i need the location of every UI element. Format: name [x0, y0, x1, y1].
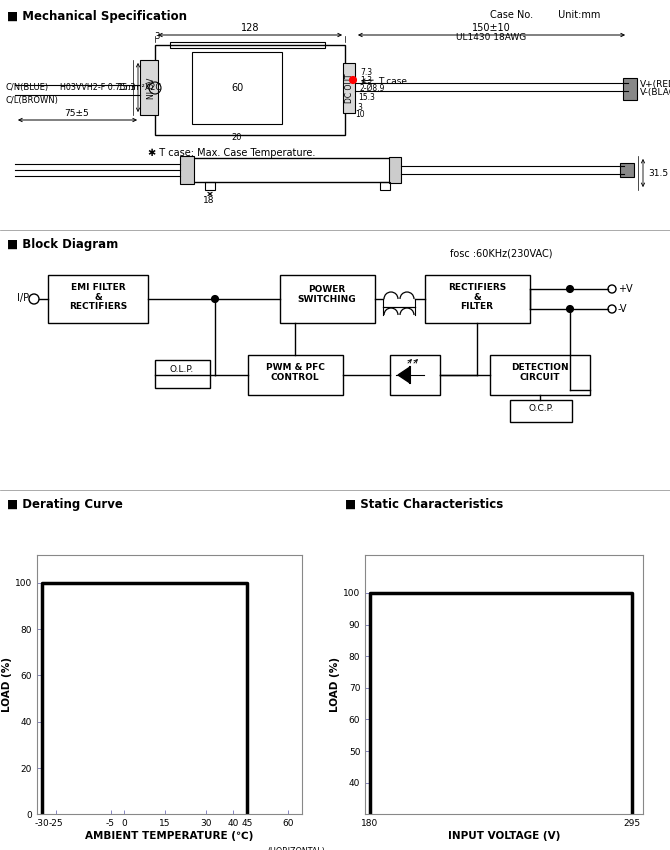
Text: I/P: I/P — [17, 293, 29, 303]
Text: 150±10: 150±10 — [472, 23, 511, 33]
Text: ■ Block Diagram: ■ Block Diagram — [7, 238, 118, 251]
X-axis label: AMBIENT TEMPERATURE (℃): AMBIENT TEMPERATURE (℃) — [85, 831, 253, 841]
Text: SWITCHING: SWITCHING — [297, 295, 356, 304]
Text: 20: 20 — [232, 133, 243, 142]
Text: PWM & PFC: PWM & PFC — [265, 363, 324, 372]
Bar — [205, 182, 215, 190]
Bar — [155, 45, 345, 135]
Text: H03VVH2-F 0.75mm²X2C: H03VVH2-F 0.75mm²X2C — [60, 83, 161, 92]
Y-axis label: LOAD (%): LOAD (%) — [330, 657, 340, 712]
Bar — [425, 275, 530, 323]
Text: RECTIFIERS: RECTIFIERS — [448, 283, 506, 292]
Bar — [170, 42, 325, 48]
Text: 10: 10 — [355, 110, 364, 119]
Text: 1.3: 1.3 — [360, 76, 372, 85]
Text: CIRCUIT: CIRCUIT — [520, 373, 560, 382]
Bar — [620, 163, 634, 177]
Circle shape — [212, 296, 218, 303]
Text: 2-Ø8.9: 2-Ø8.9 — [360, 84, 385, 93]
Text: NI OV: NI OV — [147, 77, 157, 99]
Text: &: & — [473, 293, 481, 302]
Bar — [180, 156, 194, 184]
Text: UL1430 18AWG: UL1430 18AWG — [456, 33, 526, 42]
Text: 128: 128 — [241, 23, 259, 33]
Text: V-(BLACK): V-(BLACK) — [640, 88, 670, 97]
Text: DETECTION: DETECTION — [511, 363, 569, 372]
Text: ■ Static Characteristics: ■ Static Characteristics — [345, 498, 503, 511]
Text: RECTIFIERS: RECTIFIERS — [69, 302, 127, 311]
Text: -V: -V — [618, 304, 628, 314]
Bar — [380, 182, 390, 190]
Text: CONTROL: CONTROL — [271, 373, 320, 382]
Text: fosc :60KHz(230VAC): fosc :60KHz(230VAC) — [450, 248, 553, 258]
Bar — [390, 355, 440, 395]
Bar — [155, 360, 210, 388]
Bar — [248, 355, 343, 395]
Text: C/L(BROWN): C/L(BROWN) — [5, 96, 58, 105]
Text: (HORIZONTAL): (HORIZONTAL) — [267, 847, 325, 850]
Text: 60: 60 — [231, 83, 243, 93]
Bar — [280, 275, 375, 323]
Text: 15.3: 15.3 — [358, 93, 375, 102]
Bar — [389, 157, 401, 183]
Text: V+(RED): V+(RED) — [640, 80, 670, 89]
Text: 75±5: 75±5 — [64, 109, 89, 118]
Polygon shape — [398, 367, 410, 383]
Text: FILTER: FILTER — [460, 302, 494, 311]
Text: EMI FILTER: EMI FILTER — [71, 283, 125, 292]
Text: C/N(BLUE): C/N(BLUE) — [5, 83, 48, 92]
Circle shape — [350, 76, 356, 83]
Bar — [623, 78, 637, 100]
Text: 3: 3 — [357, 103, 362, 112]
Text: O.L.P.: O.L.P. — [170, 365, 194, 374]
Bar — [490, 355, 590, 395]
Bar — [192, 52, 282, 124]
Text: ■ Derating Curve: ■ Derating Curve — [7, 498, 123, 511]
Y-axis label: LOAD (%): LOAD (%) — [2, 657, 12, 712]
Text: 3: 3 — [154, 32, 159, 41]
Text: DC OUT: DC OUT — [344, 73, 354, 103]
Bar — [190, 158, 390, 182]
Text: T case: T case — [378, 77, 407, 86]
Text: +V: +V — [618, 284, 632, 294]
Text: 15.3: 15.3 — [117, 82, 136, 92]
Text: ✱ T case: Max. Case Temperature.: ✱ T case: Max. Case Temperature. — [148, 148, 316, 158]
Bar — [343, 63, 355, 113]
X-axis label: INPUT VOLTAGE (V): INPUT VOLTAGE (V) — [448, 831, 560, 841]
Circle shape — [567, 305, 574, 313]
Text: &: & — [94, 293, 102, 302]
Text: 31.5: 31.5 — [648, 168, 668, 178]
Text: 18: 18 — [203, 196, 215, 205]
Text: 7.3: 7.3 — [360, 68, 372, 77]
Text: Case No.        Unit:mm: Case No. Unit:mm — [490, 10, 600, 20]
Bar — [140, 60, 158, 115]
Text: POWER: POWER — [308, 285, 346, 294]
Bar — [510, 400, 572, 422]
Text: ■ Mechanical Specification: ■ Mechanical Specification — [7, 10, 187, 23]
Circle shape — [567, 286, 574, 292]
Bar — [48, 275, 148, 323]
Text: O.C.P.: O.C.P. — [528, 404, 553, 413]
